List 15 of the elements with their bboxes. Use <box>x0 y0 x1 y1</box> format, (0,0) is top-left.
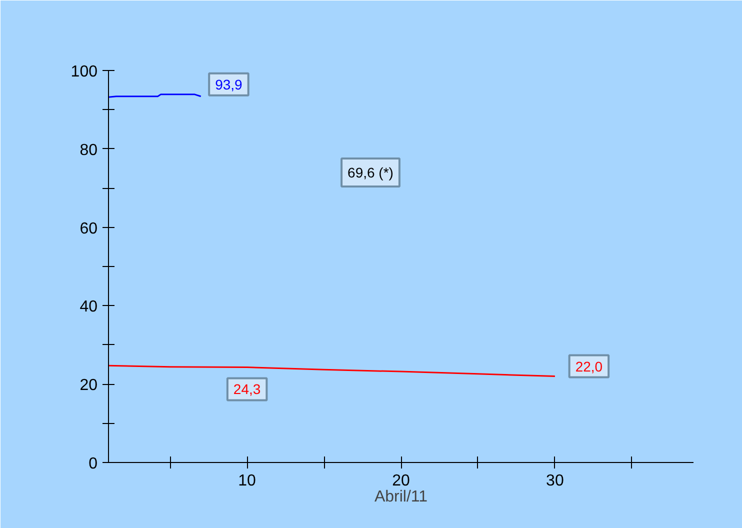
annotation: 69,6 (*) <box>348 164 394 180</box>
y-tick-label: 40 <box>80 298 98 316</box>
line-series <box>108 364 556 378</box>
data-label: 22,0 <box>575 358 603 374</box>
x-axis-title: Abril/11 <box>374 488 428 506</box>
y-tick-label: 60 <box>80 220 98 238</box>
data-label: 93,9 <box>215 76 243 92</box>
x-tick-label: 20 <box>392 472 410 490</box>
data-label: 24,3 <box>233 381 261 398</box>
y-tick-label: 20 <box>80 377 98 394</box>
y-tick-label: 80 <box>80 142 98 159</box>
y-tick-label: 0 <box>88 456 98 472</box>
x-tick-label: 30 <box>546 472 564 490</box>
x-tick-label: 10 <box>238 472 256 490</box>
y-tick-label: 100 <box>70 64 98 80</box>
